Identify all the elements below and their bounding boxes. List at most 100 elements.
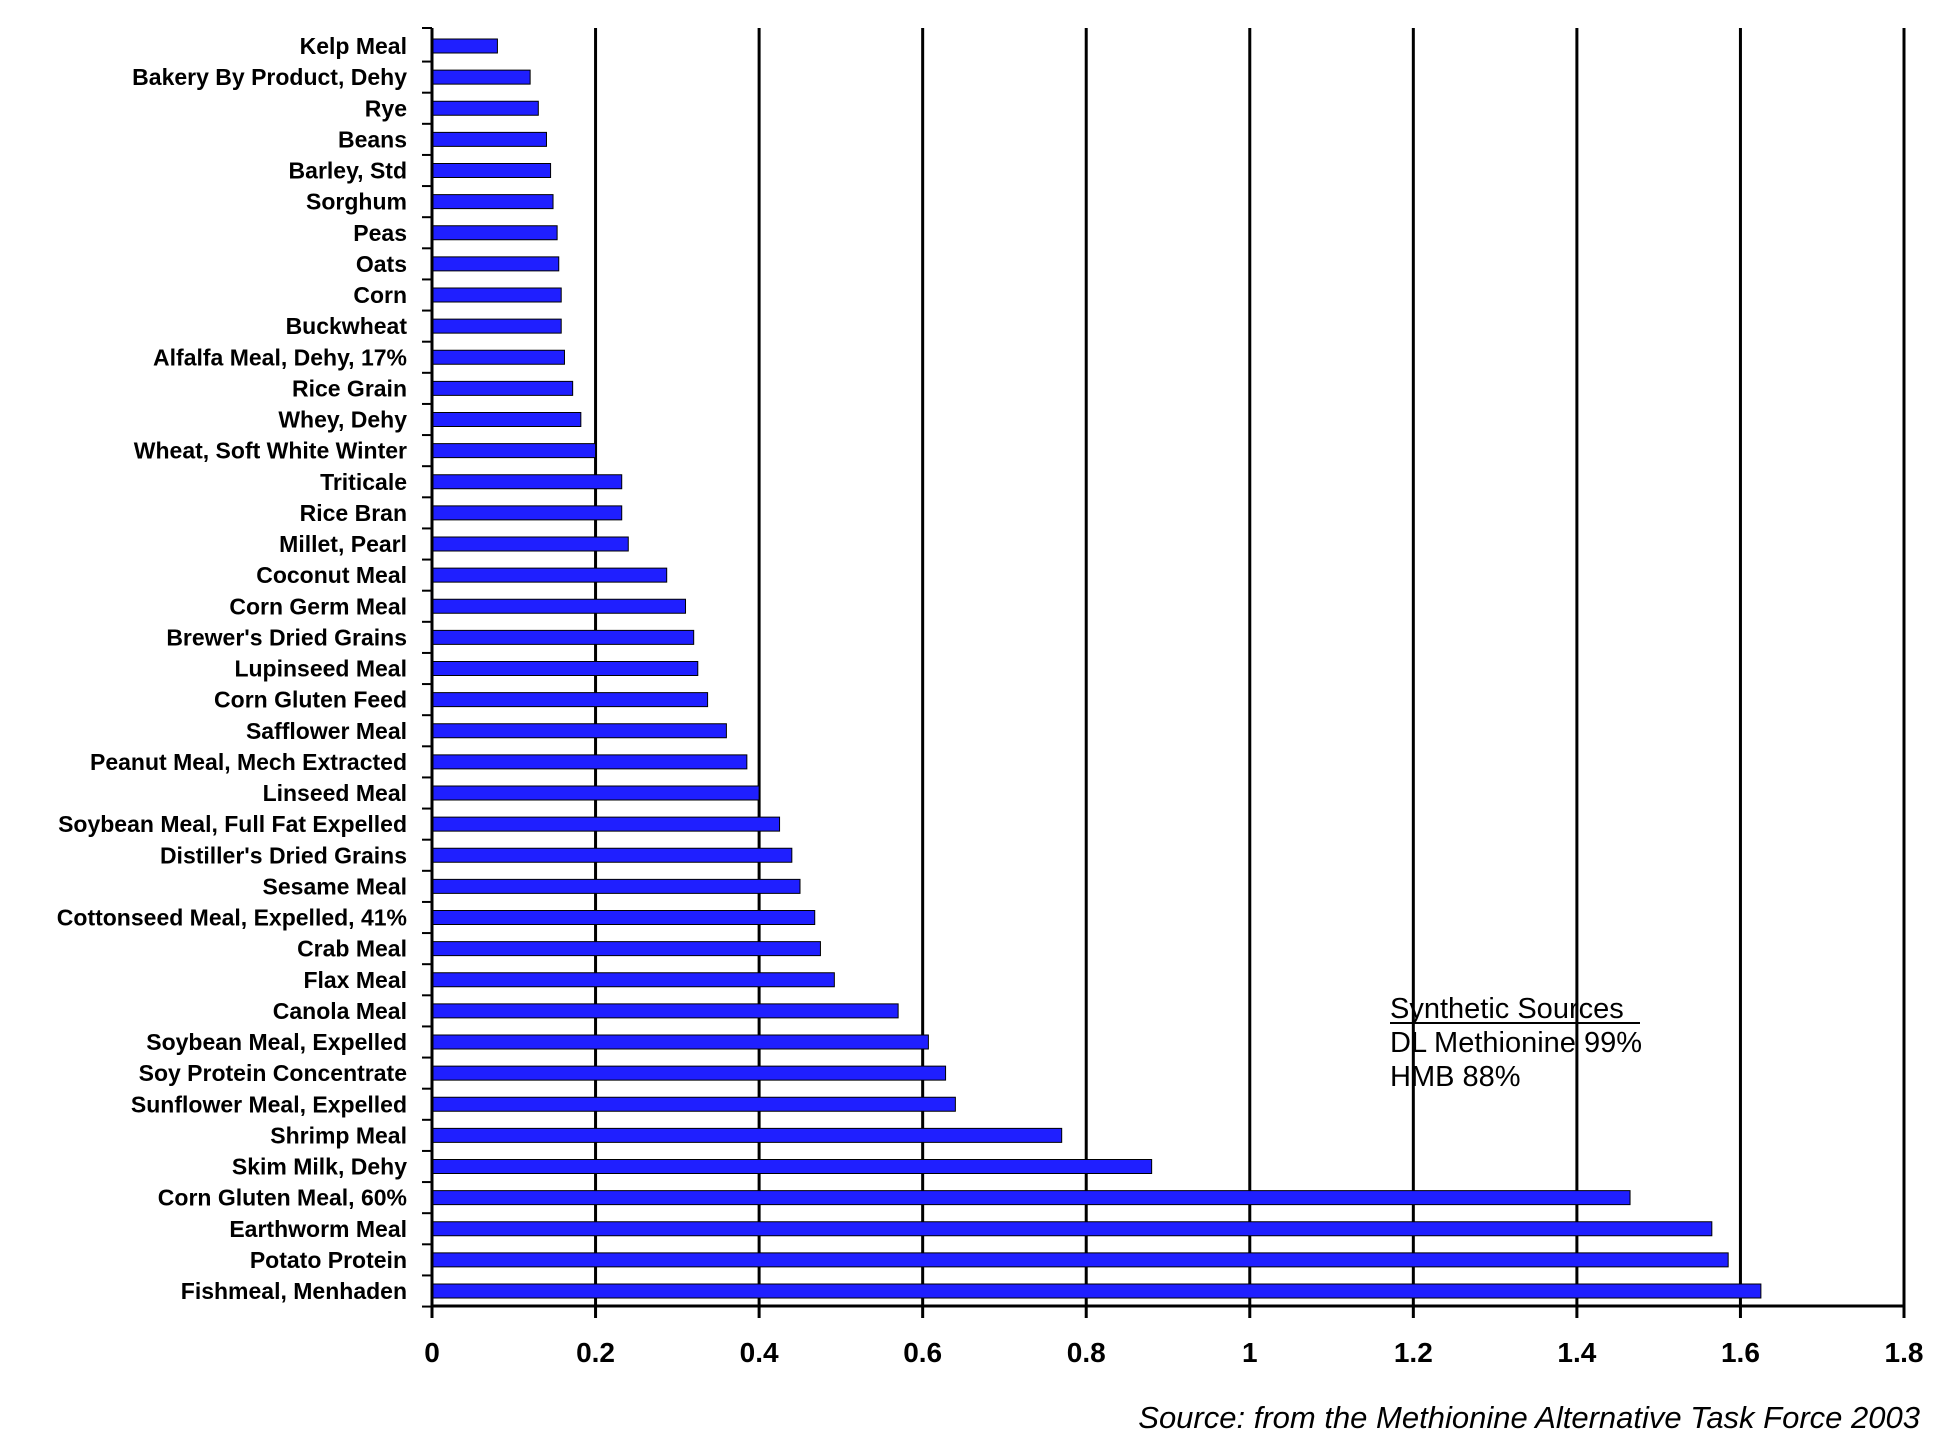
annotation-line-hmb: HMB 88% [1390, 1061, 1521, 1093]
annotation-line-dl-methionine: DL Methionine 99% [1390, 1027, 1642, 1059]
x-tick-label-7: 1.4 [1557, 1337, 1596, 1368]
bar-30 [431, 972, 835, 988]
x-tick-labels: 0 0.2 0.4 0.6 0.8 1 1.2 1.4 1.6 1.8 [424, 1337, 1923, 1368]
category-label-39: Potato Protein [250, 1247, 407, 1273]
x-tick-label-1: 0.2 [576, 1337, 615, 1368]
bar-34 [431, 1096, 956, 1112]
bar-19 [431, 629, 695, 645]
x-tick-label-9: 1.8 [1885, 1337, 1924, 1368]
category-label-0: Kelp Meal [300, 33, 407, 59]
bar-40 [431, 1283, 1762, 1299]
x-tick-label-6: 1.2 [1394, 1337, 1433, 1368]
annotation-title: Synthetic Sources [1390, 993, 1624, 1025]
x-tick-label-5: 1 [1242, 1337, 1258, 1368]
category-label-1: Bakery By Product, Dehy [132, 64, 407, 90]
category-label-26: Distiller's Dried Grains [160, 842, 407, 868]
bar-28 [431, 910, 816, 925]
x-tick-label-3: 0.6 [903, 1337, 942, 1368]
category-label-18: Corn Germ Meal [229, 593, 407, 619]
category-label-15: Rice Bran [300, 500, 407, 526]
category-label-7: Oats [356, 251, 407, 277]
bar-25 [431, 816, 781, 832]
bar-17 [431, 567, 668, 583]
bar-35 [431, 1127, 1063, 1143]
bar-3 [431, 131, 547, 147]
bar-4 [431, 163, 552, 178]
bar-5 [431, 194, 554, 210]
bar-13 [431, 443, 597, 459]
x-tick-label-4: 0.8 [1067, 1337, 1106, 1368]
bar-32 [431, 1034, 929, 1050]
category-label-36: Skim Milk, Dehy [232, 1154, 407, 1180]
bar-37 [431, 1190, 1631, 1206]
bar-29 [431, 941, 821, 957]
category-label-34: Sunflower Meal, Expelled [131, 1091, 407, 1117]
category-label-30: Flax Meal [303, 967, 407, 993]
bar-14 [431, 474, 623, 490]
bar-11 [431, 380, 574, 396]
bars [431, 38, 1762, 1299]
category-label-21: Corn Gluten Feed [214, 687, 407, 713]
category-label-38: Earthworm Meal [229, 1216, 407, 1242]
x-tick-label-2: 0.4 [740, 1337, 779, 1368]
bar-24 [431, 785, 760, 801]
category-label-40: Fishmeal, Menhaden [181, 1278, 407, 1304]
bar-12 [431, 412, 582, 427]
category-label-37: Corn Gluten Meal, 60% [158, 1185, 407, 1211]
bar-27 [431, 878, 801, 894]
bar-0 [431, 38, 498, 54]
category-label-29: Crab Meal [297, 936, 407, 962]
category-label-32: Soybean Meal, Expelled [146, 1029, 407, 1055]
bar-8 [431, 287, 562, 303]
category-label-5: Sorghum [306, 189, 407, 215]
category-label-10: Alfalfa Meal, Dehy, 17% [153, 344, 407, 370]
category-label-27: Sesame Meal [263, 873, 407, 899]
bar-39 [431, 1252, 1729, 1268]
category-label-2: Rye [365, 95, 407, 121]
x-tick-label-8: 1.6 [1721, 1337, 1760, 1368]
category-label-23: Peanut Meal, Mech Extracted [90, 749, 407, 775]
axes [422, 27, 1906, 1318]
bar-7 [431, 256, 560, 272]
bar-38 [431, 1221, 1713, 1237]
bar-10 [431, 349, 565, 365]
category-label-33: Soy Protein Concentrate [139, 1060, 407, 1086]
category-labels: Kelp Meal Bakery By Product, Dehy Rye Beans… [57, 33, 408, 1304]
bar-16 [431, 536, 629, 552]
bar-31 [431, 1003, 899, 1019]
category-label-16: Millet, Pearl [279, 531, 407, 557]
source-note: Source: from the Methionine Alternative … [1138, 1400, 1920, 1435]
category-label-8: Corn [353, 282, 407, 308]
bar-15 [431, 505, 623, 521]
category-label-35: Shrimp Meal [270, 1122, 407, 1148]
category-label-13: Wheat, Soft White Winter [134, 438, 407, 464]
synthetic-sources-annotation: Synthetic Sources DL Methionine 99% HMB … [1390, 993, 1642, 1093]
bar-36 [431, 1159, 1153, 1174]
x-tick-label-0: 0 [424, 1337, 440, 1368]
category-label-9: Buckwheat [286, 313, 408, 339]
category-label-11: Rice Grain [292, 375, 407, 401]
bar-33 [431, 1065, 947, 1081]
bar-22 [431, 723, 727, 739]
bar-9 [431, 318, 562, 334]
bar-23 [431, 754, 748, 770]
category-label-3: Beans [338, 126, 407, 152]
bar-20 [431, 661, 699, 676]
category-label-20: Lupinseed Meal [234, 656, 407, 682]
bar-21 [431, 692, 709, 708]
bar-2 [431, 100, 539, 116]
category-label-14: Triticale [320, 469, 407, 495]
gridlines [594, 28, 1906, 1306]
category-label-22: Safflower Meal [246, 718, 407, 744]
category-label-19: Brewer's Dried Grains [166, 624, 407, 650]
category-label-28: Cottonseed Meal, Expelled, 41% [57, 905, 407, 931]
category-label-31: Canola Meal [273, 998, 407, 1024]
category-label-25: Soybean Meal, Full Fat Expelled [58, 811, 407, 837]
category-label-6: Peas [353, 220, 407, 246]
category-label-24: Linseed Meal [263, 780, 407, 806]
bar-1 [431, 69, 531, 85]
bar-18 [431, 598, 687, 614]
bar-6 [431, 225, 558, 241]
bar-26 [431, 847, 793, 863]
